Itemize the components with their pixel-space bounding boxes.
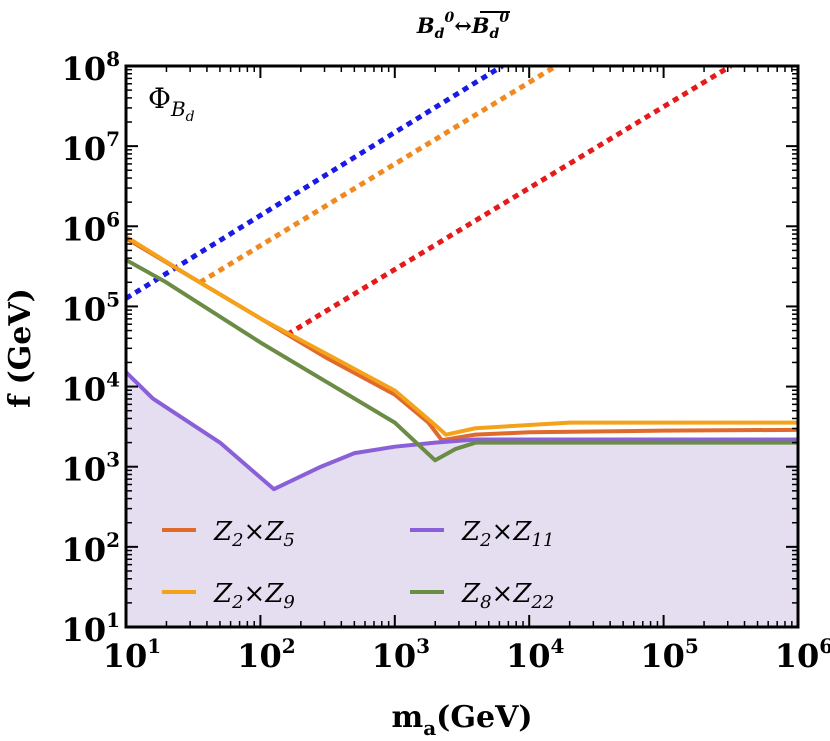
x-tick-label: 102 [237,634,295,675]
chart-title: Bd0↔Bd0 [416,10,509,42]
x-tick-label: 101 [103,634,161,675]
x-tick-label: 106 [775,634,830,675]
shaded-exclusion-region [126,372,798,627]
x-tick-label: 105 [640,634,698,675]
y-tick-label: 101 [62,608,120,649]
legend-label-z8z22: Z8×Z22 [461,579,554,613]
legend-label-z2z5: Z2×Z5 [213,517,295,551]
series-line-blue-dotted [126,66,504,301]
series-line-red-dotted [285,66,733,337]
panel-label: ΦBd [148,82,195,125]
y-tick-label: 108 [62,47,120,88]
x-tick-label: 104 [506,634,565,675]
legend-label-z2z11: Z2×Z11 [461,517,554,551]
y-axis-title: f (GeV) [3,288,38,408]
x-axis-title: ma(GeV) [391,700,532,740]
series-line-z2z9 [126,235,798,437]
series-line-orange-dotted [198,66,558,285]
plot-frame [124,64,800,629]
y-tick-label: 102 [62,528,120,569]
legend-label-z2z9: Z2×Z9 [213,579,295,613]
x-tick-label: 103 [372,634,430,675]
series-line-z8z22 [126,258,798,463]
series-line-z2z5 [126,236,798,443]
plot-area: 101 102 103 104 105 106 101 102 103 104 105 106 107 1… [62,47,830,675]
y-tick-label: 104 [62,368,121,409]
y-tick-label: 105 [62,287,120,328]
series-line-z2z11 [126,370,798,492]
y-tick-label: 103 [62,448,120,489]
y-tick-label: 107 [62,127,120,168]
y-tick-label: 106 [62,207,120,248]
